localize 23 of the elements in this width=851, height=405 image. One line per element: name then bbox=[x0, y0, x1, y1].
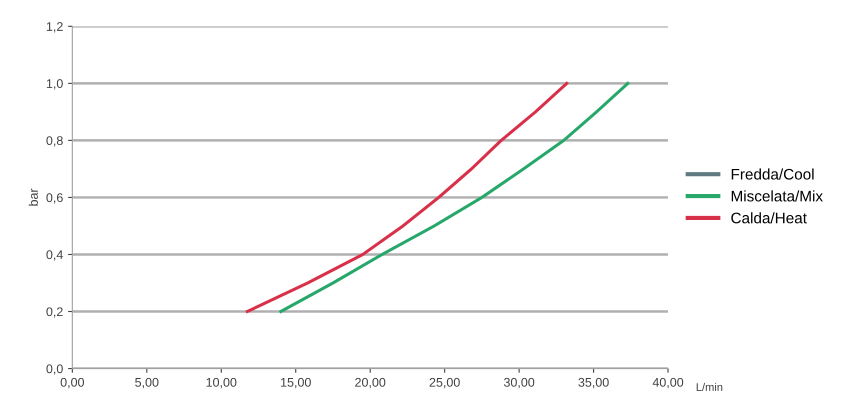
x-tick-label: 35,00 bbox=[578, 378, 609, 388]
x-tick-label: 30,00 bbox=[504, 378, 534, 388]
x-tick-label: 40,00 bbox=[652, 378, 684, 388]
x-tick-label: 10,00 bbox=[206, 378, 236, 388]
y-tick-label: 0,4 bbox=[46, 250, 63, 261]
y-tick-label: 0,6 bbox=[46, 193, 63, 204]
legend-label: Calda/Heat bbox=[731, 212, 807, 224]
y-tick-label: 1,2 bbox=[46, 22, 63, 32]
y-tick-label: 1,0 bbox=[46, 79, 63, 90]
y-tick-label: 0,2 bbox=[46, 307, 63, 318]
x-tick-label: 20,00 bbox=[355, 378, 386, 388]
x-axis-title: L/min bbox=[696, 382, 722, 391]
x-tick-label: 25,00 bbox=[430, 378, 460, 388]
x-tick-label: 5,00 bbox=[135, 378, 158, 388]
line-series bbox=[246, 82, 568, 314]
legend-label: Fredda/Cool bbox=[732, 168, 814, 180]
y-axis-title: bar bbox=[28, 188, 38, 206]
y-tick-label: 0,0 bbox=[46, 364, 63, 375]
legend-label: Miscelata/Mix bbox=[732, 190, 823, 202]
line-series bbox=[279, 82, 630, 314]
x-tick-label: 15,00 bbox=[281, 378, 311, 388]
y-tick-label: 0,8 bbox=[46, 136, 63, 147]
x-tick-label: 0,00 bbox=[60, 378, 84, 388]
